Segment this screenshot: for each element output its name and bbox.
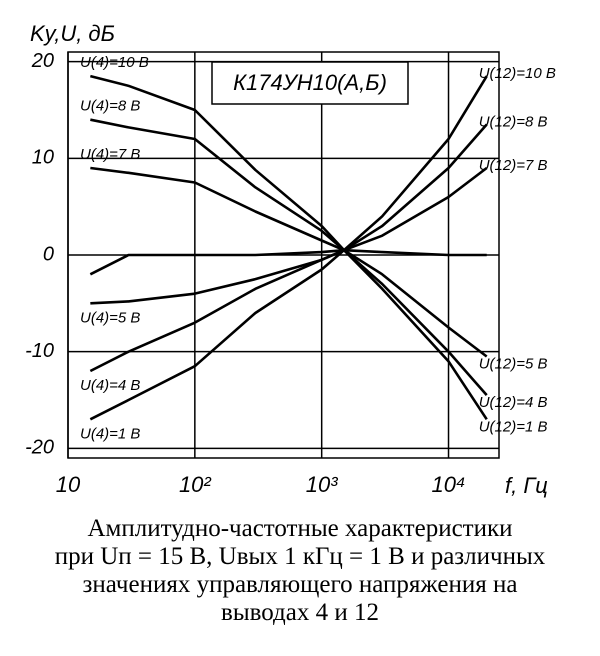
- caption-line: выводах 4 и 12: [221, 599, 379, 626]
- curve: [90, 118, 488, 397]
- curve-label-left: U(4)=7 В: [80, 146, 140, 163]
- x-tick-label: 10²: [179, 472, 211, 497]
- curve-label-left: U(4)=8 В: [80, 98, 140, 115]
- x-axis-label: f, Гц: [505, 473, 548, 498]
- curve-label-left: U(4)=1 В: [80, 425, 140, 442]
- y-axis-label: Kу,U, дБ: [30, 21, 115, 46]
- caption-line: Амплитудно-частотные характеристики: [87, 515, 513, 542]
- curve-label-right: U(12)=8 В: [479, 113, 548, 130]
- y-tick-label: 10: [32, 147, 54, 169]
- chart-title: К174УН10(А,Б): [233, 70, 387, 95]
- caption-line: при Uп = 15 В, Uвых 1 кГц = 1 В и различ…: [54, 543, 546, 570]
- curve-label-right: U(12)=5 В: [479, 355, 548, 372]
- curve-label-right: U(12)=1 В: [479, 418, 548, 435]
- curve: [90, 74, 488, 421]
- curve-label-left: U(4)=10 В: [80, 54, 149, 71]
- y-tick-label: 0: [43, 243, 54, 265]
- curve-label-right: U(12)=10 В: [479, 65, 556, 82]
- curve-label-left: U(4)=4 В: [80, 377, 140, 394]
- x-tick-label: 10³: [306, 472, 338, 497]
- x-tick-label: 10: [56, 472, 81, 497]
- chart: Kу,U, дБ f, Гц К174УН10(А,Б) 20 10 0 -10 -20…: [25, 21, 556, 498]
- y-tick-label: -20: [25, 437, 54, 459]
- caption-line: значениях управляющего напряжения на: [82, 571, 518, 598]
- curve: [89, 123, 488, 373]
- curve-label-right: U(12)=7 В: [479, 157, 548, 174]
- caption: Амплитудно-частотные характеристики при …: [0, 515, 600, 627]
- curve: [89, 248, 487, 276]
- curve: [90, 166, 488, 358]
- y-tick-label: 20: [31, 50, 54, 72]
- curve-label-right: U(12)=4 В: [479, 394, 548, 411]
- curve-label-left: U(4)=5 В: [80, 309, 140, 326]
- title-box: [211, 61, 409, 105]
- x-tick-label: 10⁴: [432, 472, 466, 497]
- y-tick-label: -10: [25, 340, 54, 362]
- curve: [89, 75, 488, 421]
